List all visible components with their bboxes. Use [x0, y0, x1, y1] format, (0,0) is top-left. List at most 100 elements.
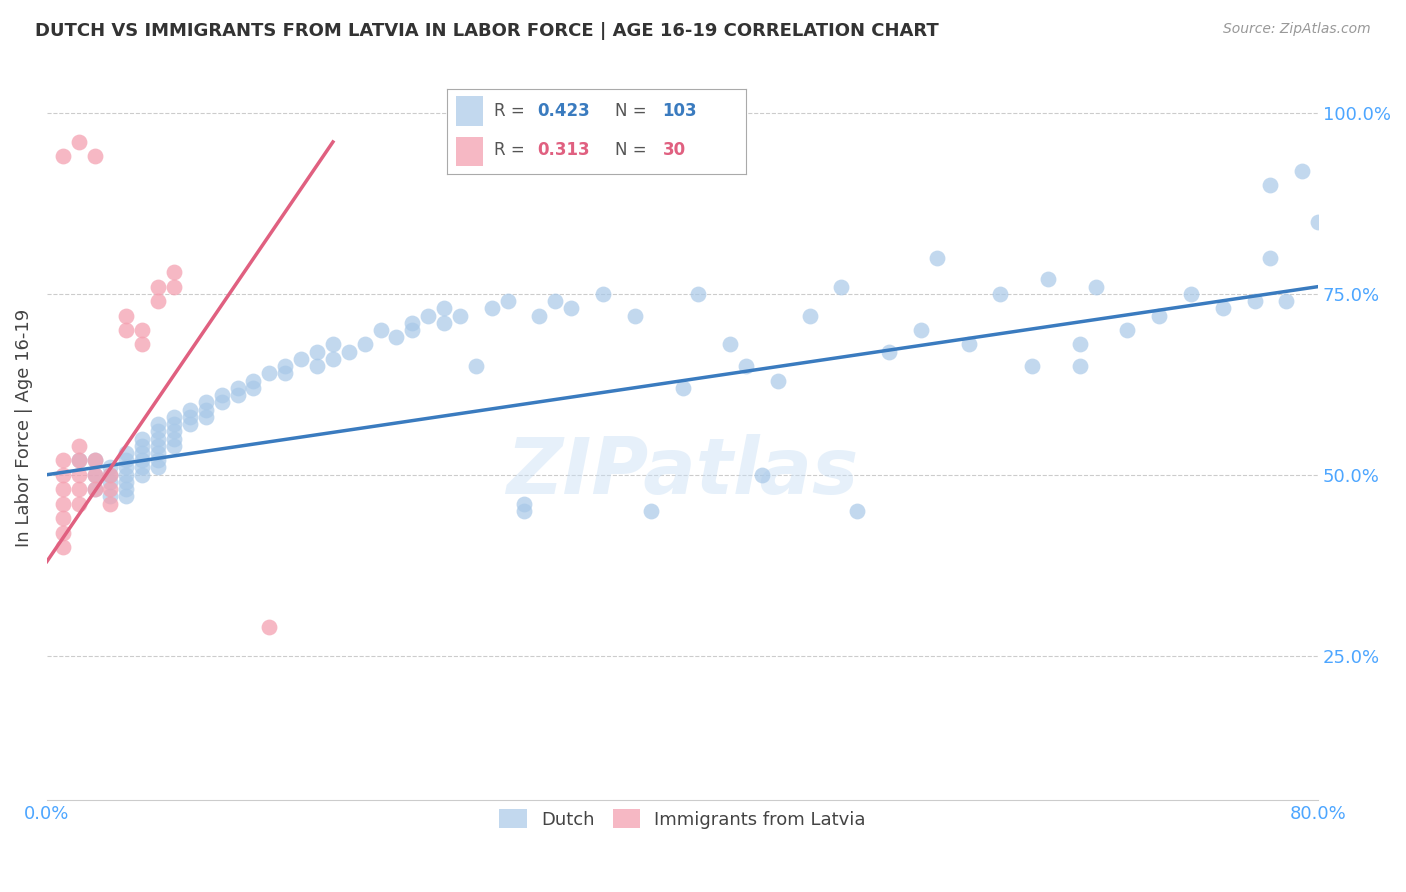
- Point: [433, 301, 456, 316]
- Point: [146, 425, 169, 439]
- Point: [146, 432, 169, 446]
- Point: [988, 286, 1011, 301]
- Point: [146, 279, 169, 293]
- Point: [1308, 214, 1330, 228]
- Text: Source: ZipAtlas.com: Source: ZipAtlas.com: [1223, 22, 1371, 37]
- Point: [592, 286, 614, 301]
- Point: [544, 294, 567, 309]
- Point: [226, 388, 249, 402]
- Point: [100, 467, 122, 482]
- Point: [83, 482, 105, 496]
- Point: [115, 482, 138, 496]
- Point: [242, 381, 264, 395]
- Point: [115, 460, 138, 475]
- Point: [163, 425, 186, 439]
- Point: [52, 525, 75, 540]
- Point: [146, 453, 169, 467]
- Point: [1260, 178, 1282, 193]
- Point: [52, 453, 75, 467]
- Point: [115, 467, 138, 482]
- Point: [67, 467, 90, 482]
- Point: [163, 439, 186, 453]
- Point: [83, 467, 105, 482]
- Point: [496, 294, 519, 309]
- Point: [146, 460, 169, 475]
- Point: [1036, 272, 1059, 286]
- Point: [100, 460, 122, 475]
- Point: [1084, 279, 1107, 293]
- Point: [131, 460, 153, 475]
- Point: [259, 367, 281, 381]
- Point: [211, 388, 233, 402]
- Point: [735, 359, 758, 374]
- Point: [83, 467, 105, 482]
- Point: [766, 374, 789, 388]
- Point: [83, 149, 105, 163]
- Point: [322, 351, 344, 366]
- Point: [52, 467, 75, 482]
- Point: [115, 323, 138, 337]
- Point: [688, 286, 710, 301]
- Point: [877, 344, 900, 359]
- Point: [242, 374, 264, 388]
- Point: [115, 453, 138, 467]
- Point: [131, 432, 153, 446]
- Point: [67, 439, 90, 453]
- Point: [401, 316, 423, 330]
- Point: [131, 453, 153, 467]
- Point: [179, 417, 201, 431]
- Text: DUTCH VS IMMIGRANTS FROM LATVIA IN LABOR FORCE | AGE 16-19 CORRELATION CHART: DUTCH VS IMMIGRANTS FROM LATVIA IN LABOR…: [35, 22, 939, 40]
- Point: [131, 467, 153, 482]
- Point: [115, 446, 138, 460]
- Point: [163, 417, 186, 431]
- Point: [194, 395, 217, 409]
- Point: [163, 265, 186, 279]
- Point: [370, 323, 392, 337]
- Point: [131, 446, 153, 460]
- Point: [52, 497, 75, 511]
- Point: [131, 337, 153, 351]
- Point: [1291, 164, 1313, 178]
- Point: [290, 351, 312, 366]
- Point: [146, 446, 169, 460]
- Point: [512, 504, 534, 518]
- Point: [925, 251, 948, 265]
- Text: ZIPatlas: ZIPatlas: [506, 434, 859, 510]
- Point: [1069, 359, 1091, 374]
- Point: [131, 323, 153, 337]
- Point: [418, 309, 440, 323]
- Y-axis label: In Labor Force | Age 16-19: In Labor Force | Age 16-19: [15, 309, 32, 547]
- Point: [305, 359, 328, 374]
- Point: [100, 467, 122, 482]
- Point: [1147, 309, 1170, 323]
- Point: [146, 294, 169, 309]
- Point: [67, 135, 90, 149]
- Point: [957, 337, 980, 351]
- Point: [465, 359, 488, 374]
- Point: [385, 330, 408, 344]
- Point: [640, 504, 662, 518]
- Point: [1275, 294, 1298, 309]
- Point: [163, 432, 186, 446]
- Point: [179, 402, 201, 417]
- Point: [512, 497, 534, 511]
- Point: [100, 482, 122, 496]
- Point: [401, 323, 423, 337]
- Point: [211, 395, 233, 409]
- Point: [1069, 337, 1091, 351]
- Point: [1021, 359, 1043, 374]
- Point: [322, 337, 344, 351]
- Point: [671, 381, 693, 395]
- Point: [305, 344, 328, 359]
- Point: [115, 490, 138, 504]
- Point: [259, 619, 281, 633]
- Point: [830, 279, 852, 293]
- Point: [67, 453, 90, 467]
- Point: [353, 337, 375, 351]
- Point: [179, 409, 201, 424]
- Point: [131, 439, 153, 453]
- Point: [146, 439, 169, 453]
- Point: [624, 309, 647, 323]
- Point: [481, 301, 503, 316]
- Point: [529, 309, 551, 323]
